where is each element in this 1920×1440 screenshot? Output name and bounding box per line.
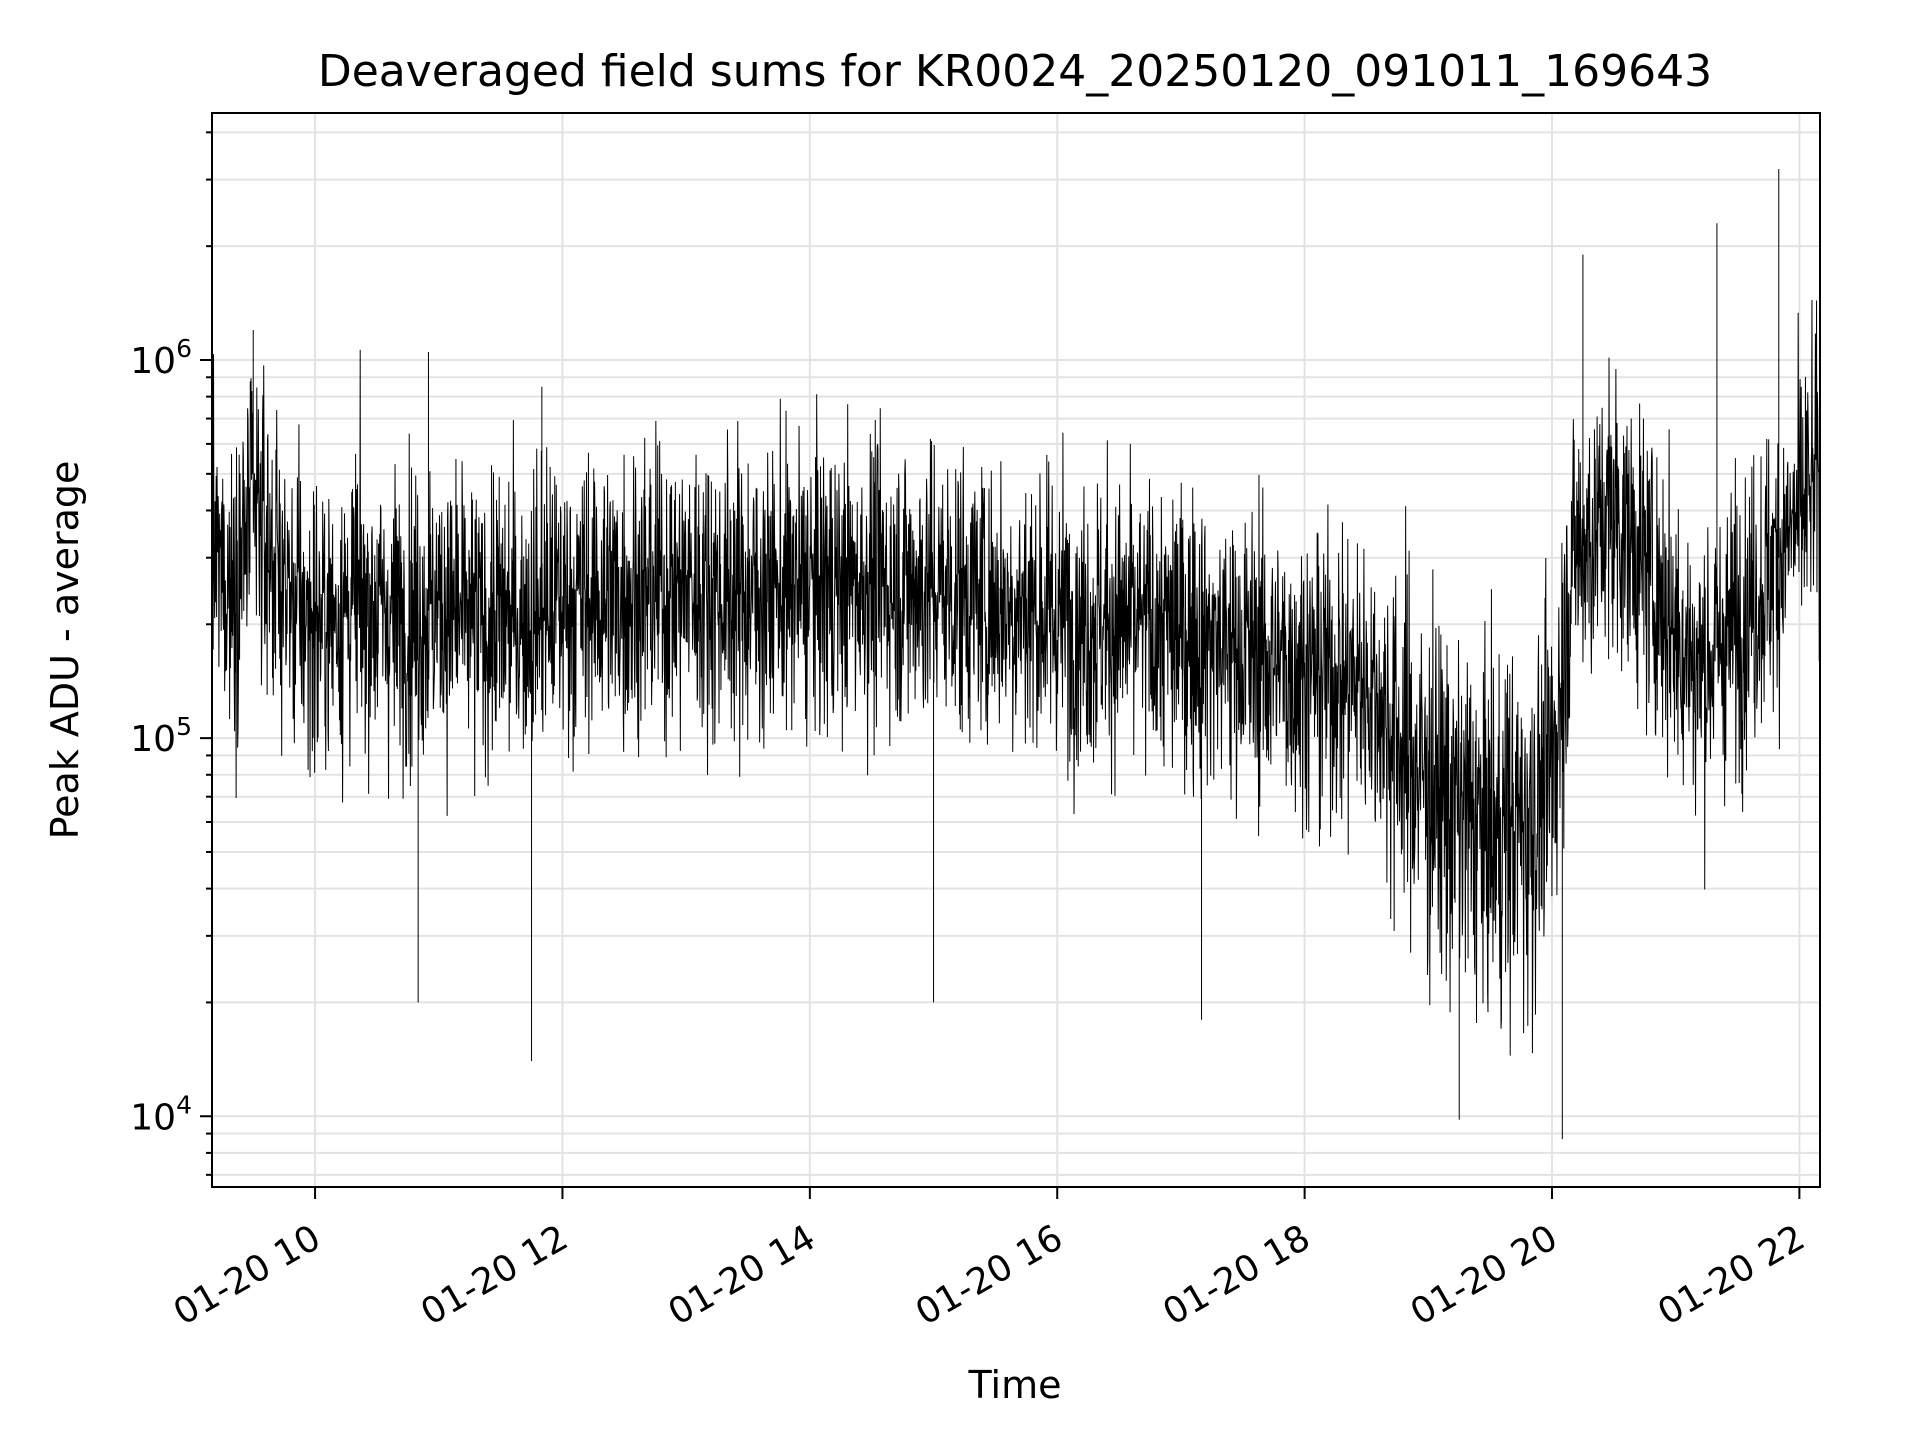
y-tick-exponent: 4 <box>176 1090 192 1119</box>
y-tick-label: 104 <box>130 1090 192 1138</box>
y-tick-base: 10 <box>130 1097 176 1138</box>
y-tick-base: 10 <box>130 341 176 382</box>
series-line <box>211 168 1821 1140</box>
y-tick-label: 106 <box>130 334 192 382</box>
y-axis-label: Peak ADU - average <box>43 461 87 840</box>
y-tick-label: 105 <box>130 712 192 760</box>
x-axis-label: Time <box>968 1363 1062 1407</box>
plot-frame <box>211 112 1821 1188</box>
chart-title: Deaveraged field sums for KR0024_2025012… <box>318 46 1712 97</box>
y-tick-exponent: 5 <box>176 712 192 741</box>
y-tick-base: 10 <box>130 719 176 760</box>
y-tick-exponent: 6 <box>176 334 192 363</box>
